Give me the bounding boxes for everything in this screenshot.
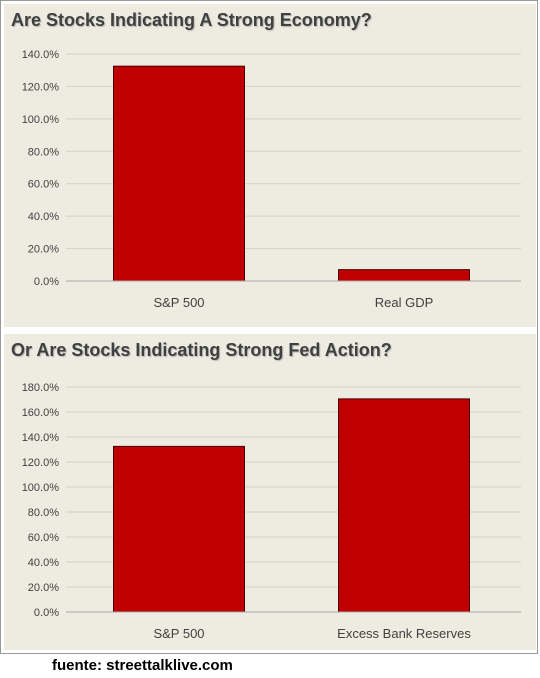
y-tick-label: 140.0% [22, 432, 60, 444]
y-tick-label: 60.0% [28, 532, 59, 544]
y-tick-label: 40.0% [28, 211, 59, 223]
y-tick-label: 180.0% [22, 382, 60, 394]
y-tick-label: 120.0% [22, 457, 60, 469]
x-tick-label: Excess Bank Reserves [337, 626, 471, 641]
chart-title: Are Stocks Indicating A Strong Economy? [11, 10, 372, 30]
y-tick-label: 20.0% [28, 244, 59, 256]
x-tick-label: S&P 500 [153, 626, 204, 641]
x-tick-label: S&P 500 [153, 295, 204, 310]
y-tick-label: 100.0% [22, 482, 60, 494]
y-tick-label: 0.0% [34, 276, 59, 288]
y-tick-label: 0.0% [34, 607, 59, 619]
y-tick-label: 80.0% [28, 507, 59, 519]
bar-chart-fed-action: 0.0% 20.0% 40.0% 60.0% 80.0% 100.0% 120.0% 140.… [22, 382, 521, 641]
figure-frame: Are Stocks Indicating A Strong Economy? … [0, 0, 538, 654]
bar [113, 445, 245, 613]
bar [113, 65, 245, 282]
y-tick-label: 60.0% [28, 179, 59, 191]
bar-chart-economy: 0.0% 20.0% 40.0% 60.0% 80.0% 100.0% 120.0% 140.… [22, 49, 521, 310]
bar [338, 398, 470, 613]
y-tick-label: 80.0% [28, 146, 59, 158]
y-tick-label: 160.0% [22, 407, 60, 419]
y-tick-label: 140.0% [22, 49, 60, 61]
y-tick-label: 20.0% [28, 582, 59, 594]
chart-panel-economy: Are Stocks Indicating A Strong Economy? … [4, 4, 536, 327]
chart-title: Or Are Stocks Indicating Strong Fed Acti… [11, 340, 392, 360]
y-tick-label: 100.0% [22, 114, 60, 126]
y-tick-label: 40.0% [28, 557, 59, 569]
y-tick-label: 120.0% [22, 81, 60, 93]
bar [338, 269, 470, 282]
chart-panel-fed-action: Or Are Stocks Indicating Strong Fed Acti… [4, 334, 536, 650]
source-caption: fuente: streettalklive.com [52, 657, 233, 674]
x-tick-label: Real GDP [375, 295, 434, 310]
